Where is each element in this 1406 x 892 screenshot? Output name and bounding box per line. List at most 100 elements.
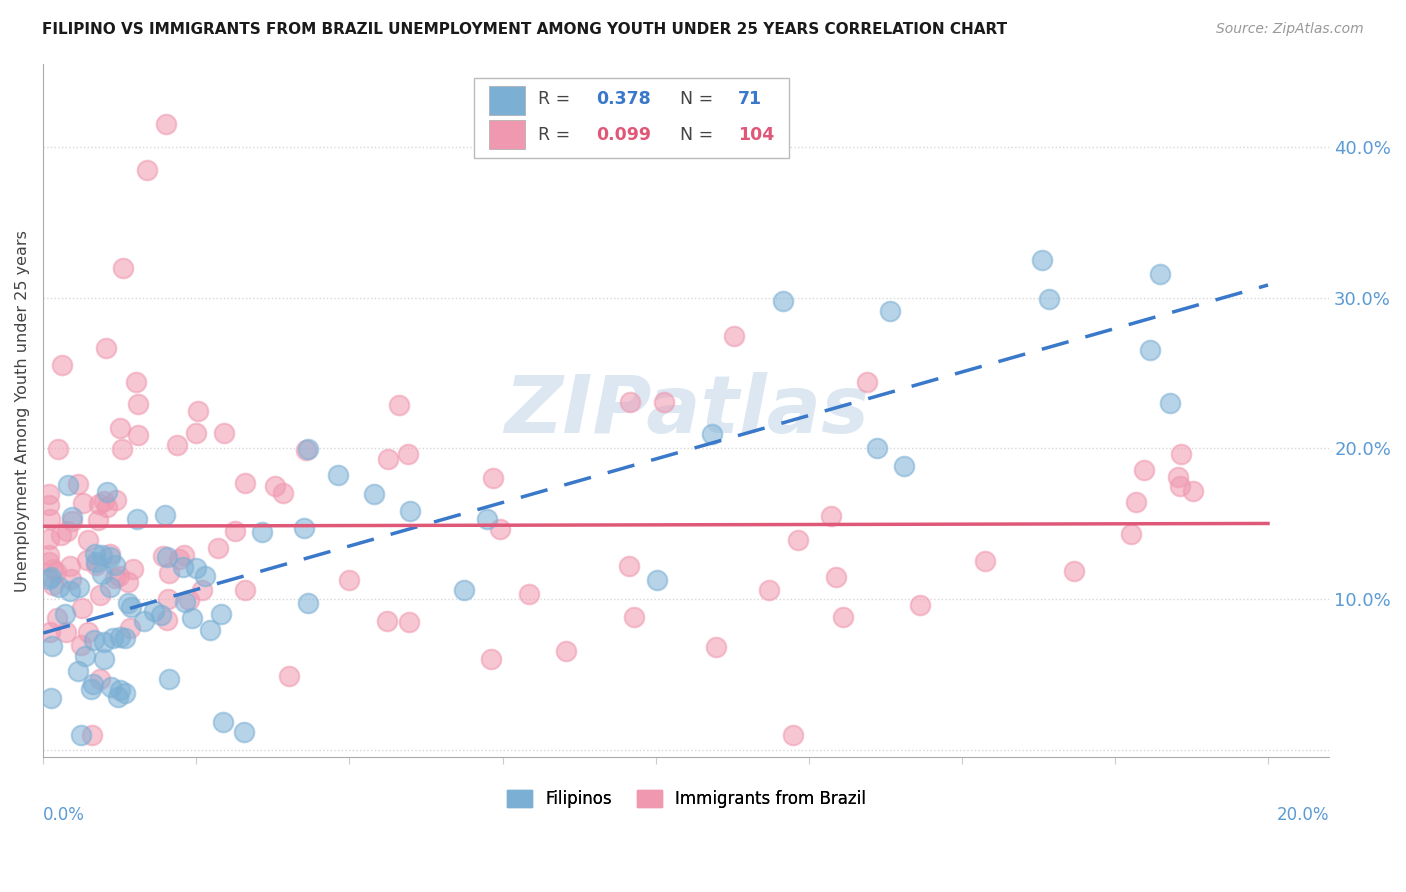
Immigrants from Brazil	[42, 578, 65, 592]
Immigrants from Brazil	[337, 573, 360, 587]
Filipinos	[41, 691, 63, 706]
Immigrants from Brazil	[619, 559, 641, 574]
Filipinos	[98, 550, 121, 565]
Immigrants from Brazil	[191, 583, 214, 598]
Immigrants from Brazil	[55, 625, 77, 640]
Immigrants from Brazil	[167, 552, 190, 566]
Immigrants from Brazil	[177, 592, 200, 607]
Immigrants from Brazil	[108, 420, 131, 434]
Immigrants from Brazil	[42, 562, 65, 576]
Immigrants from Brazil	[295, 442, 318, 457]
Immigrants from Brazil	[49, 528, 72, 542]
Filipinos	[96, 485, 118, 500]
Immigrants from Brazil	[87, 497, 110, 511]
Immigrants from Brazil	[76, 553, 98, 567]
Filipinos	[82, 677, 104, 691]
Immigrants from Brazil	[89, 588, 111, 602]
Filipinos	[477, 512, 499, 526]
Filipinos	[93, 652, 115, 666]
Filipinos	[1139, 343, 1161, 358]
Immigrants from Brazil	[82, 728, 104, 742]
Immigrants from Brazil	[155, 117, 177, 131]
Filipinos	[1031, 252, 1053, 267]
Filipinos	[893, 458, 915, 473]
Immigrants from Brazil	[152, 549, 174, 563]
Immigrants from Brazil	[1119, 526, 1142, 541]
Immigrants from Brazil	[278, 669, 301, 683]
Immigrants from Brazil	[186, 426, 208, 441]
Immigrants from Brazil	[820, 508, 842, 523]
Text: 0.378: 0.378	[596, 90, 651, 108]
Filipinos	[114, 686, 136, 700]
Filipinos	[98, 580, 121, 594]
Immigrants from Brazil	[187, 404, 209, 418]
Text: 0.0%: 0.0%	[44, 806, 86, 824]
Immigrants from Brazil	[396, 447, 419, 461]
Filipinos	[153, 508, 176, 522]
Immigrants from Brazil	[60, 514, 83, 528]
Immigrants from Brazil	[157, 592, 180, 607]
Immigrants from Brazil	[207, 541, 229, 555]
Immigrants from Brazil	[387, 398, 409, 412]
Immigrants from Brazil	[157, 566, 180, 580]
Immigrants from Brazil	[375, 614, 398, 628]
Filipinos	[328, 467, 350, 482]
Immigrants from Brazil	[39, 512, 62, 526]
Immigrants from Brazil	[111, 260, 134, 275]
Filipinos	[363, 486, 385, 500]
Filipinos	[101, 632, 124, 646]
Immigrants from Brazil	[104, 493, 127, 508]
Immigrants from Brazil	[93, 493, 115, 508]
Filipinos	[1149, 268, 1171, 282]
Filipinos	[59, 583, 82, 598]
Filipinos	[108, 630, 131, 644]
Immigrants from Brazil	[1063, 564, 1085, 578]
Filipinos	[879, 303, 901, 318]
Text: N =: N =	[679, 126, 713, 144]
Filipinos	[53, 607, 76, 621]
Filipinos	[143, 604, 166, 618]
Immigrants from Brazil	[59, 558, 82, 573]
Filipinos	[90, 566, 112, 581]
Immigrants from Brazil	[76, 624, 98, 639]
Immigrants from Brazil	[122, 562, 145, 576]
Immigrants from Brazil	[136, 162, 159, 177]
FancyBboxPatch shape	[474, 78, 789, 158]
Legend: Filipinos, Immigrants from Brazil: Filipinos, Immigrants from Brazil	[501, 783, 873, 815]
Filipinos	[297, 442, 319, 457]
Filipinos	[866, 441, 889, 455]
Immigrants from Brazil	[233, 582, 256, 597]
Filipinos	[150, 607, 173, 622]
Immigrants from Brazil	[166, 438, 188, 452]
Immigrants from Brazil	[124, 375, 146, 389]
FancyBboxPatch shape	[489, 86, 526, 115]
Immigrants from Brazil	[51, 358, 73, 372]
Immigrants from Brazil	[1125, 495, 1147, 509]
Immigrants from Brazil	[856, 375, 879, 389]
Immigrants from Brazil	[89, 672, 111, 686]
Filipinos	[108, 682, 131, 697]
Filipinos	[172, 559, 194, 574]
Filipinos	[100, 680, 122, 694]
Filipinos	[60, 510, 83, 524]
Filipinos	[1159, 395, 1181, 409]
Immigrants from Brazil	[56, 524, 79, 539]
Immigrants from Brazil	[173, 548, 195, 562]
Immigrants from Brazil	[72, 496, 94, 510]
Immigrants from Brazil	[787, 533, 810, 547]
Filipinos	[647, 573, 669, 587]
Filipinos	[250, 525, 273, 540]
Immigrants from Brazil	[67, 476, 90, 491]
Immigrants from Brazil	[910, 599, 932, 613]
Immigrants from Brazil	[69, 638, 91, 652]
Immigrants from Brazil	[212, 425, 235, 440]
Text: 104: 104	[738, 126, 773, 144]
FancyBboxPatch shape	[489, 120, 526, 149]
Text: 0.099: 0.099	[596, 126, 651, 144]
Filipinos	[58, 478, 80, 492]
Filipinos	[83, 548, 105, 562]
Immigrants from Brazil	[619, 395, 641, 409]
Filipinos	[198, 624, 221, 638]
Filipinos	[157, 672, 180, 686]
Filipinos	[73, 649, 96, 664]
